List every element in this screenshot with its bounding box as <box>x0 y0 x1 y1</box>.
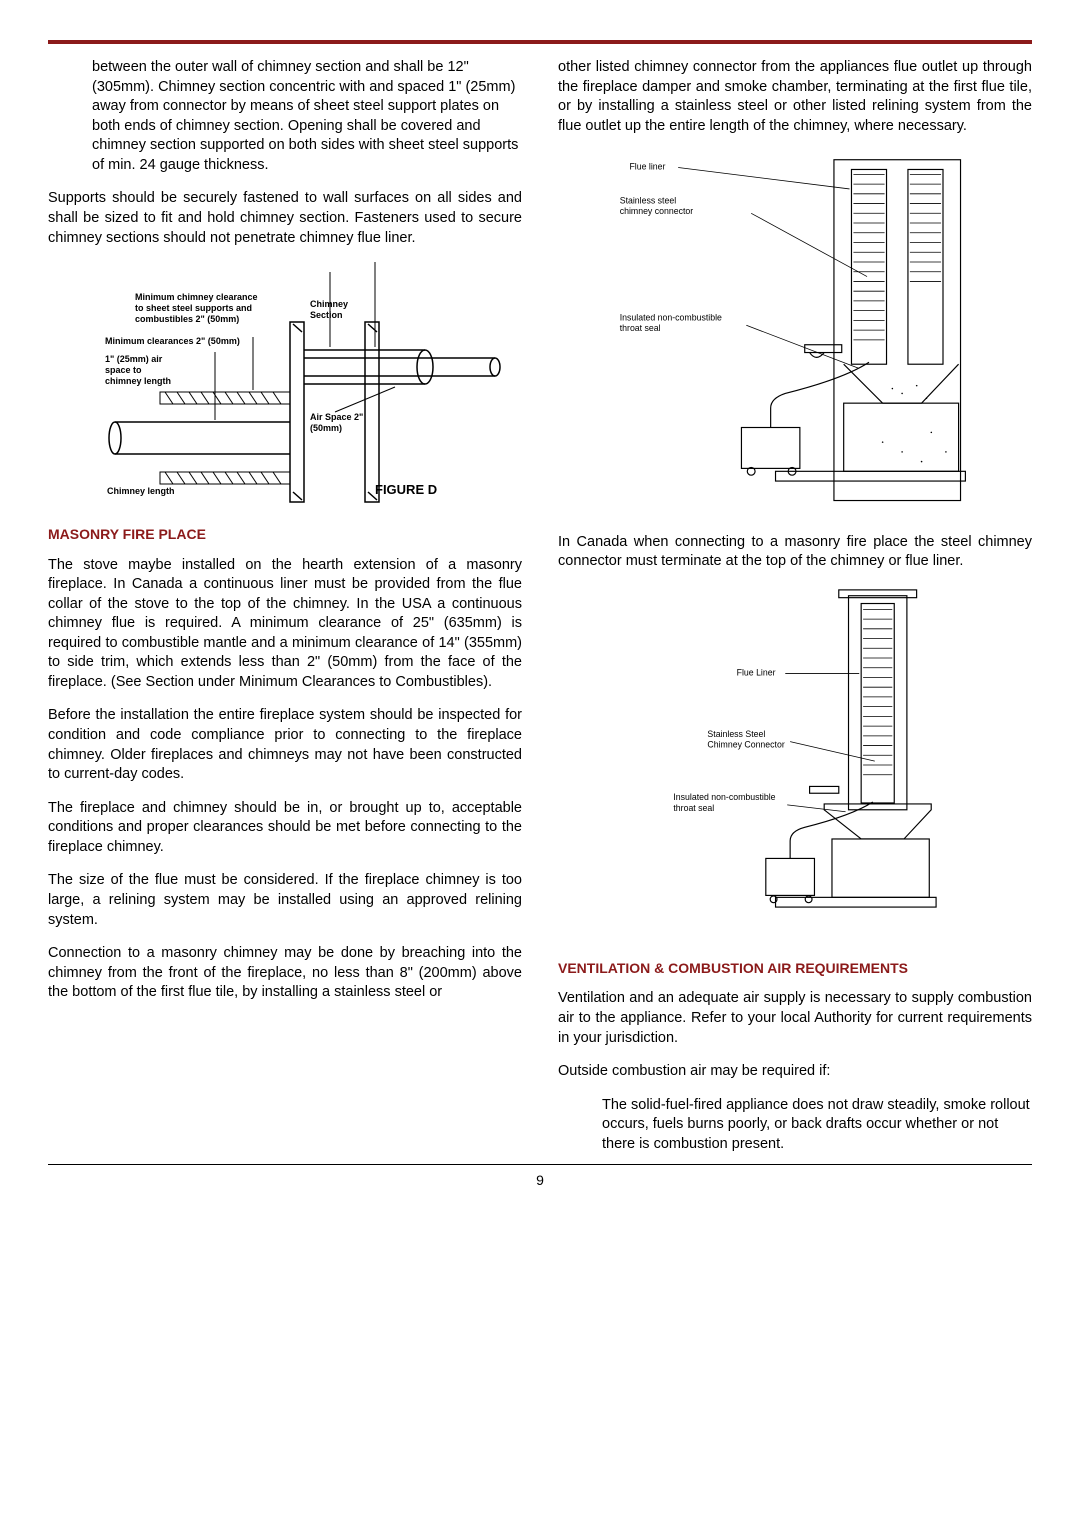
figure-d-caption: FIGURE D <box>375 482 437 497</box>
fig2-label-a: Flue Liner <box>737 667 776 677</box>
fig1-label-a: Flue liner <box>629 162 665 172</box>
fig1-label-b: Stainless steelchimney connector <box>620 196 694 217</box>
left-para-3: The stove maybe installed on the hearth … <box>48 556 522 693</box>
right-para-3: Ventilation and an adequate air supply i… <box>558 989 1032 1048</box>
figd-label-a: Minimum chimney clearance to sheet steel… <box>135 292 260 324</box>
figure-fireplace-1: Flue liner Stainless steelchimney connec… <box>558 150 1032 527</box>
figd-label-f: Chimney length <box>107 486 175 496</box>
left-para-4: Before the installation the entire firep… <box>48 706 522 784</box>
figure-fireplace-2: Flue Liner Stainless SteelChimney Connec… <box>558 586 1032 953</box>
top-rule <box>48 40 1032 44</box>
fig2-label-b: Stainless SteelChimney Connector <box>707 729 784 750</box>
right-para-5: The solid-fuel-fired appliance does not … <box>602 1096 1032 1155</box>
left-para-7: Connection to a masonry chimney may be d… <box>48 944 522 1003</box>
figure-d-svg: Minimum chimney clearance to sheet steel… <box>65 262 505 512</box>
fig2-label-c: Insulated non-combustiblethroat seal <box>673 792 775 813</box>
fireplace1-svg: Flue liner Stainless steelchimney connec… <box>585 150 1005 520</box>
heading-ventilation: VENTILATION & COMBUSTION AIR REQUIREMENT… <box>558 959 1032 978</box>
figure-d: Minimum chimney clearance to sheet steel… <box>48 262 522 519</box>
right-para-1: other listed chimney connector from the … <box>558 58 1032 136</box>
fig1-label-c: Insulated non-combustiblethroat seal <box>620 313 722 334</box>
two-column-layout: between the outer wall of chimney sectio… <box>48 58 1032 1154</box>
figd-label-c: Minimum clearances 2" (50mm) <box>105 336 240 346</box>
fireplace2-svg: Flue Liner Stainless SteelChimney Connec… <box>615 586 975 946</box>
bottom-rule <box>48 1164 1032 1165</box>
right-para-2: In Canada when connecting to a masonry f… <box>558 533 1032 572</box>
figd-label-e: Air Space 2"(50mm) <box>310 412 363 433</box>
heading-masonry: MASONRY FIRE PLACE <box>48 525 522 544</box>
figd-label-b: ChimneySection <box>310 299 348 320</box>
left-column: between the outer wall of chimney sectio… <box>48 58 522 1154</box>
page-number: 9 <box>48 1171 1032 1190</box>
right-para-4: Outside combustion air may be required i… <box>558 1062 1032 1082</box>
right-column: other listed chimney connector from the … <box>558 58 1032 1154</box>
left-para-6: The size of the flue must be considered.… <box>48 871 522 930</box>
left-para-2: Supports should be securely fastened to … <box>48 189 522 248</box>
left-para-1: between the outer wall of chimney sectio… <box>92 58 522 175</box>
figd-label-d: 1" (25mm) airspace tochimney length <box>105 354 171 386</box>
left-para-5: The fireplace and chimney should be in, … <box>48 799 522 858</box>
